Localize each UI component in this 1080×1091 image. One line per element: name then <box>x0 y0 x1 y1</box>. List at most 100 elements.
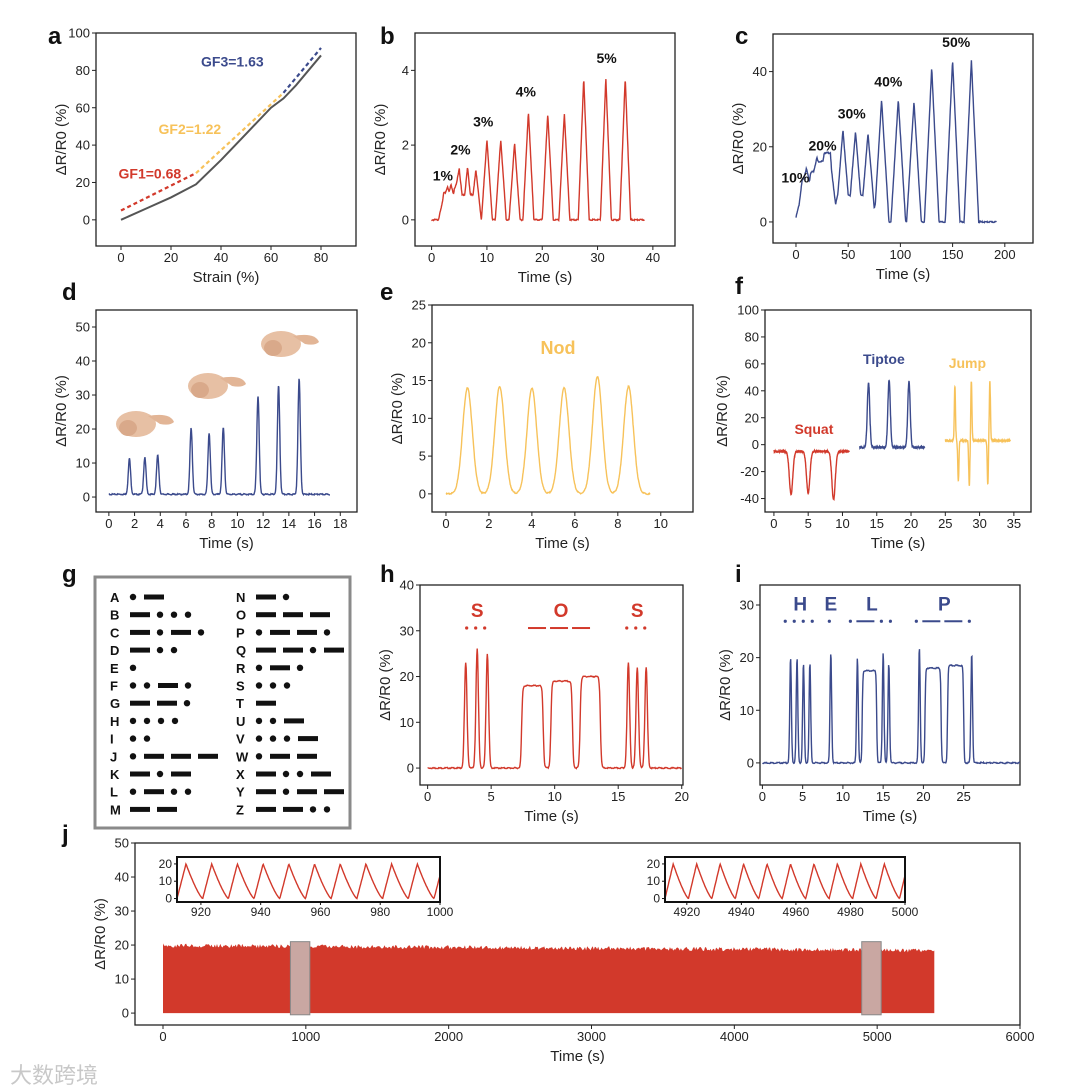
panel-label: g <box>62 561 77 588</box>
panel-h: h 0 5 10 15 20 0 10 20 30 40 Time (s) ΔR/R0 (%) S O S <box>377 561 689 825</box>
annotation-label: GF3=1.63 <box>201 54 264 70</box>
morse-row: G <box>110 696 191 711</box>
x-tick-label: 14 <box>282 516 296 531</box>
y-tick-label: 0 <box>419 486 426 501</box>
panel-label: a <box>48 23 62 50</box>
morse-dot <box>156 646 164 654</box>
x-axis-label: Time (s) <box>535 535 589 552</box>
morse-dash <box>144 594 164 600</box>
x-tick-label: 0 <box>117 250 124 265</box>
y-tick-label: 2 <box>402 138 409 153</box>
y-tick-label: 100 <box>68 26 90 41</box>
annotation-label: Squat <box>794 421 833 437</box>
y-tick-label: 0 <box>122 1006 129 1021</box>
inset-x-tick-label: 980 <box>370 905 390 919</box>
x-tick-label: 5000 <box>863 1029 892 1044</box>
y-tick-label: 15 <box>412 373 426 388</box>
series-line <box>431 79 645 222</box>
x-tick-label: 5 <box>488 789 495 804</box>
inset-y-tick-label: 10 <box>159 874 173 888</box>
inset-x-tick-label: 960 <box>310 905 330 919</box>
morse-dot <box>129 593 137 601</box>
morse-dot <box>323 806 331 813</box>
morse-row: N <box>236 590 290 605</box>
morse-row: I <box>110 732 151 747</box>
morse-letter: E <box>110 661 119 676</box>
morse-letter-label: S <box>471 601 484 622</box>
morse-row: R <box>236 661 304 676</box>
series-line <box>445 375 651 496</box>
morse-dash <box>171 629 191 635</box>
morse-dot <box>309 806 317 813</box>
y-axis-label: ΔR/R0 (%) <box>717 649 734 721</box>
y-tick-label: 10 <box>740 703 754 718</box>
y-tick-label: 0 <box>83 212 90 227</box>
y-tick-label: 5 <box>419 449 426 464</box>
y-tick-label: 20 <box>400 669 414 684</box>
y-axis-label: ΔR/R0 (%) <box>389 373 406 445</box>
x-tick-label: 0 <box>428 250 435 265</box>
y-tick-label: 30 <box>115 904 129 919</box>
inset-chart: 920 940 960 980 1000 0 10 20 <box>159 856 454 919</box>
morse-letter-label: S <box>631 601 644 622</box>
y-tick-label: 20 <box>745 410 759 425</box>
plot-area <box>108 378 330 497</box>
plot-frame <box>95 32 357 247</box>
y-tick-label: 20 <box>740 650 754 665</box>
morse-letter: I <box>110 732 114 747</box>
y-tick-label: 10 <box>115 972 129 987</box>
morse-letter: L <box>110 785 118 800</box>
morse-dash <box>298 736 318 742</box>
x-tick-label: 80 <box>314 250 328 265</box>
morse-dash <box>130 700 150 706</box>
x-tick-label: 150 <box>942 247 964 262</box>
morse-dash <box>144 789 164 795</box>
morse-row: A <box>110 590 164 605</box>
annotation-label: 5% <box>596 50 617 66</box>
x-tick-label: 40 <box>646 250 660 265</box>
morse-dash <box>270 665 290 671</box>
inset-y-tick-label: 0 <box>653 892 660 906</box>
morse-dash <box>310 612 330 618</box>
x-tick-label: 15 <box>876 789 890 804</box>
plot-area <box>427 648 682 770</box>
morse-dot <box>827 619 831 623</box>
morse-dot <box>171 717 179 725</box>
morse-dot <box>801 619 805 623</box>
morse-letter: O <box>236 608 246 623</box>
series-line <box>858 379 926 451</box>
morse-dot <box>255 717 263 725</box>
y-axis-label: ΔR/R0 (%) <box>714 375 731 447</box>
morse-dash <box>283 647 303 653</box>
morse-dot <box>143 717 151 725</box>
x-tick-label: 20 <box>535 250 549 265</box>
morse-letter-label: L <box>866 594 878 615</box>
inset-y-tick-label: 20 <box>647 857 661 871</box>
y-tick-label: 60 <box>745 356 759 371</box>
annotation-label: 2% <box>450 141 471 157</box>
morse-row: X <box>236 767 331 782</box>
x-tick-label: 0 <box>424 789 431 804</box>
plot-area <box>120 47 322 221</box>
y-tick-label: 10 <box>400 715 414 730</box>
morse-dash <box>171 753 191 759</box>
morse-letter: Z <box>236 802 244 817</box>
morse-dash <box>130 612 150 618</box>
panel-i: i 0 5 10 15 20 25 0 10 20 30 Time (s) ΔR/R0 (%) H E L P <box>717 561 1021 825</box>
morse-dash <box>270 629 290 635</box>
x-tick-label: 30 <box>590 250 604 265</box>
panel-label: d <box>62 279 77 306</box>
x-axis-label: Time (s) <box>550 1048 604 1065</box>
y-tick-label: 25 <box>412 298 426 313</box>
morse-row: U <box>236 714 304 729</box>
plot-frame <box>419 584 684 786</box>
morse-dash <box>256 789 276 795</box>
plot-area <box>445 375 651 496</box>
annotation-label: GF1=0.68 <box>119 166 182 182</box>
series-line <box>762 649 1020 765</box>
y-tick-label: 10 <box>76 456 90 471</box>
y-tick-label: 40 <box>76 354 90 369</box>
morse-letter: K <box>110 767 120 782</box>
morse-row: P <box>236 625 331 640</box>
morse-dot <box>783 619 787 623</box>
